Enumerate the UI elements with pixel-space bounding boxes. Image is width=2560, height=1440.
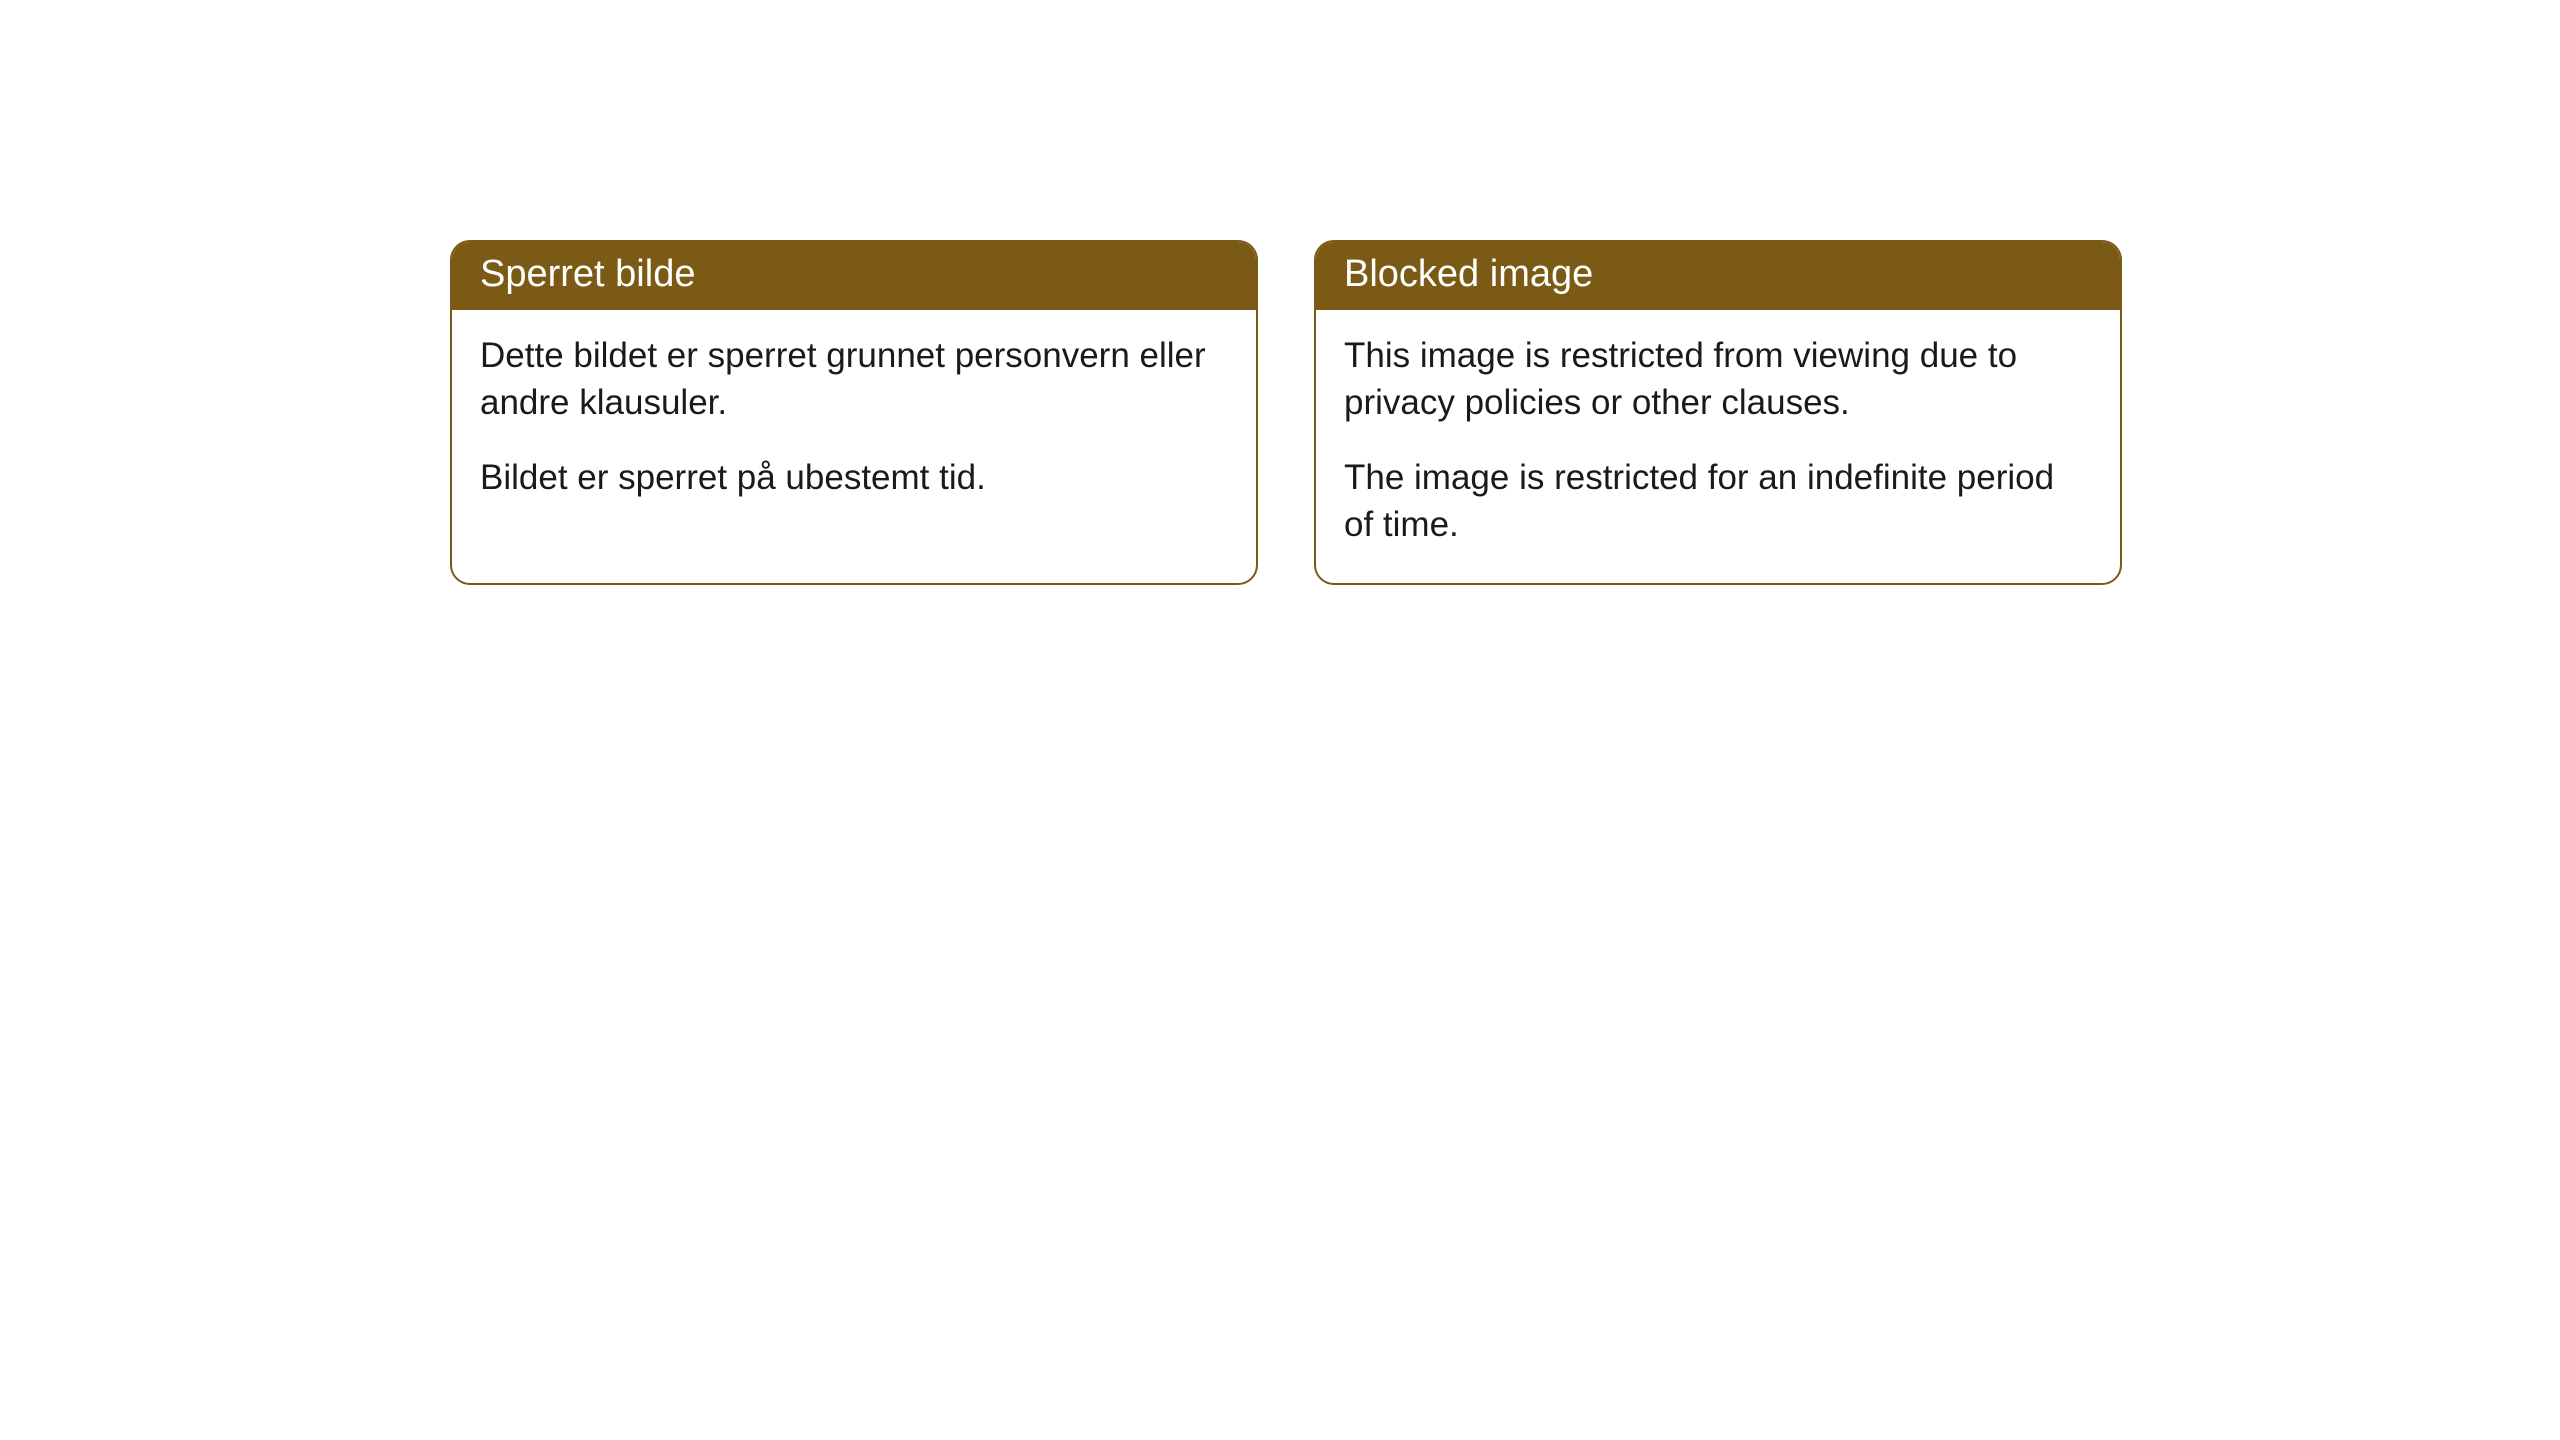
notice-paragraph: Bildet er sperret på ubestemt tid. [480,454,1228,501]
notice-box-norwegian: Sperret bilde Dette bildet er sperret gr… [450,240,1258,585]
notice-box-english: Blocked image This image is restricted f… [1314,240,2122,585]
notices-container: Sperret bilde Dette bildet er sperret gr… [0,0,2560,585]
notice-body: This image is restricted from viewing du… [1316,310,2120,583]
notice-header: Blocked image [1316,242,2120,310]
notice-paragraph: This image is restricted from viewing du… [1344,332,2092,427]
notice-body: Dette bildet er sperret grunnet personve… [452,310,1256,536]
notice-paragraph: Dette bildet er sperret grunnet personve… [480,332,1228,427]
notice-header: Sperret bilde [452,242,1256,310]
notice-paragraph: The image is restricted for an indefinit… [1344,454,2092,549]
